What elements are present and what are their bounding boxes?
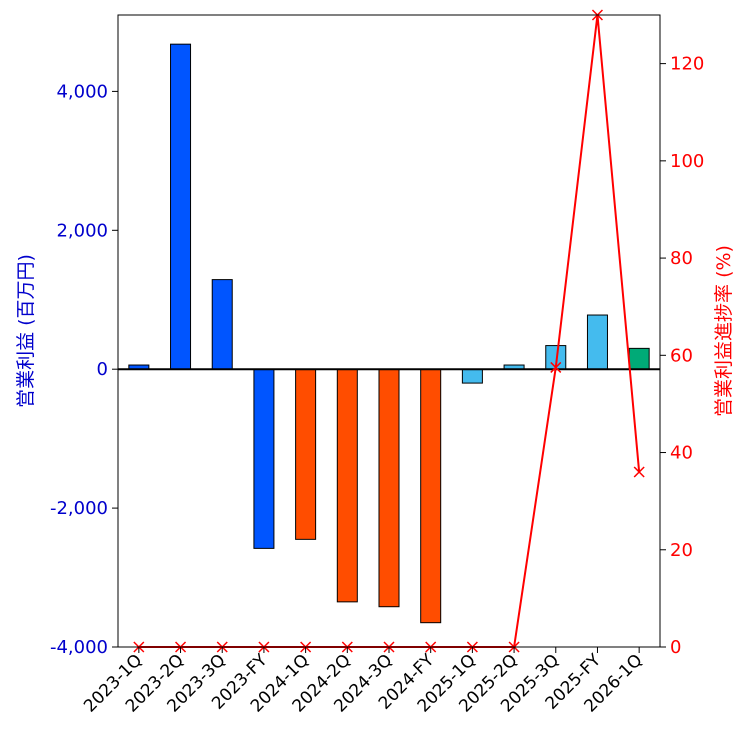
bar-2024-3Q [378, 368, 400, 608]
left-tick-label: 0 [97, 359, 108, 380]
bar-2026-1Q [628, 347, 650, 370]
left-tick-label: -2,000 [50, 498, 108, 519]
right-tick-label: 120 [670, 54, 704, 75]
progress-marker-2026-1Q [633, 466, 645, 478]
left-tick-label: 4,000 [56, 81, 108, 102]
bar-2023-FY [253, 368, 275, 549]
bar-2023-3Q [211, 279, 233, 370]
bar-2023-2Q [170, 43, 192, 370]
left-tick-label: -4,000 [50, 637, 108, 658]
bar-2024-1Q [295, 368, 317, 540]
right-tick-label: 20 [670, 540, 693, 561]
y-axis-title-right: 営業利益進捗率 (%) [713, 245, 735, 417]
y-axis-title-left: 営業利益 (百万円) [15, 254, 37, 408]
bar-2025-FY [586, 314, 608, 370]
progress-marker-2025-3Q [550, 361, 562, 373]
bar-2024-FY [420, 368, 442, 624]
right-tick-label: 60 [670, 345, 693, 366]
right-tick-label: 40 [670, 443, 693, 464]
right-tick-label: 80 [670, 248, 693, 269]
bar-2024-2Q [336, 368, 358, 603]
right-tick-label: 100 [670, 151, 704, 172]
left-tick-label: 2,000 [56, 220, 108, 241]
bar-2025-1Q [461, 368, 483, 384]
right-tick-label: 0 [670, 637, 681, 658]
